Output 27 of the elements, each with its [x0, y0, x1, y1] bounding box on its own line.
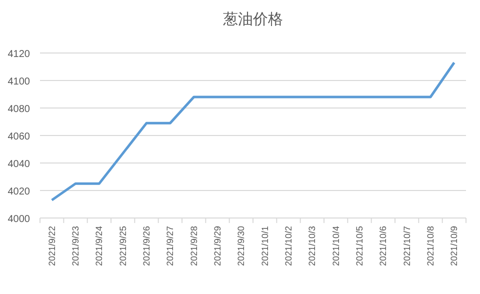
- line-series: [50, 61, 456, 202]
- x-tick-label: 2021/9/25: [118, 226, 128, 266]
- x-tick-label: 2021/10/1: [260, 226, 270, 266]
- x-tick-label: 2021/10/5: [354, 226, 364, 266]
- x-tick-label: 2021/10/3: [307, 226, 318, 266]
- y-tick-label: 4080: [8, 104, 30, 115]
- x-tick-label: 2021/9/23: [70, 226, 80, 266]
- x-tick-label: 2021/10/8: [426, 226, 436, 266]
- y-tick-label: 4100: [8, 76, 30, 88]
- x-tick-label: 2021/10/6: [378, 226, 388, 266]
- x-tick-label: 2021/9/29: [212, 226, 222, 266]
- x-tick-label: 2021/9/22: [46, 226, 57, 266]
- y-tick-label: 4120: [8, 49, 30, 60]
- x-tick-label: 2021/9/27: [165, 226, 176, 266]
- x-tick-label: 2021/10/2: [284, 226, 294, 266]
- x-tick-label: 2021/9/26: [142, 226, 152, 266]
- x-tick-label: 2021/9/24: [94, 226, 104, 266]
- y-tick-label: 4060: [8, 132, 30, 142]
- y-tick-label: 4020: [8, 186, 30, 198]
- x-tick-label: 2021/10/7: [402, 226, 412, 266]
- x-tick-label: 2021/10/9: [449, 226, 460, 266]
- y-tick-label: 4000: [8, 214, 30, 225]
- x-tick-label: 2021/9/30: [236, 226, 246, 266]
- x-tick-label: 2021/10/4: [330, 226, 341, 266]
- y-tick-label: 4040: [8, 159, 30, 170]
- chart-title: 葱油价格: [223, 11, 283, 28]
- x-tick-label: 2021/9/28: [188, 226, 199, 266]
